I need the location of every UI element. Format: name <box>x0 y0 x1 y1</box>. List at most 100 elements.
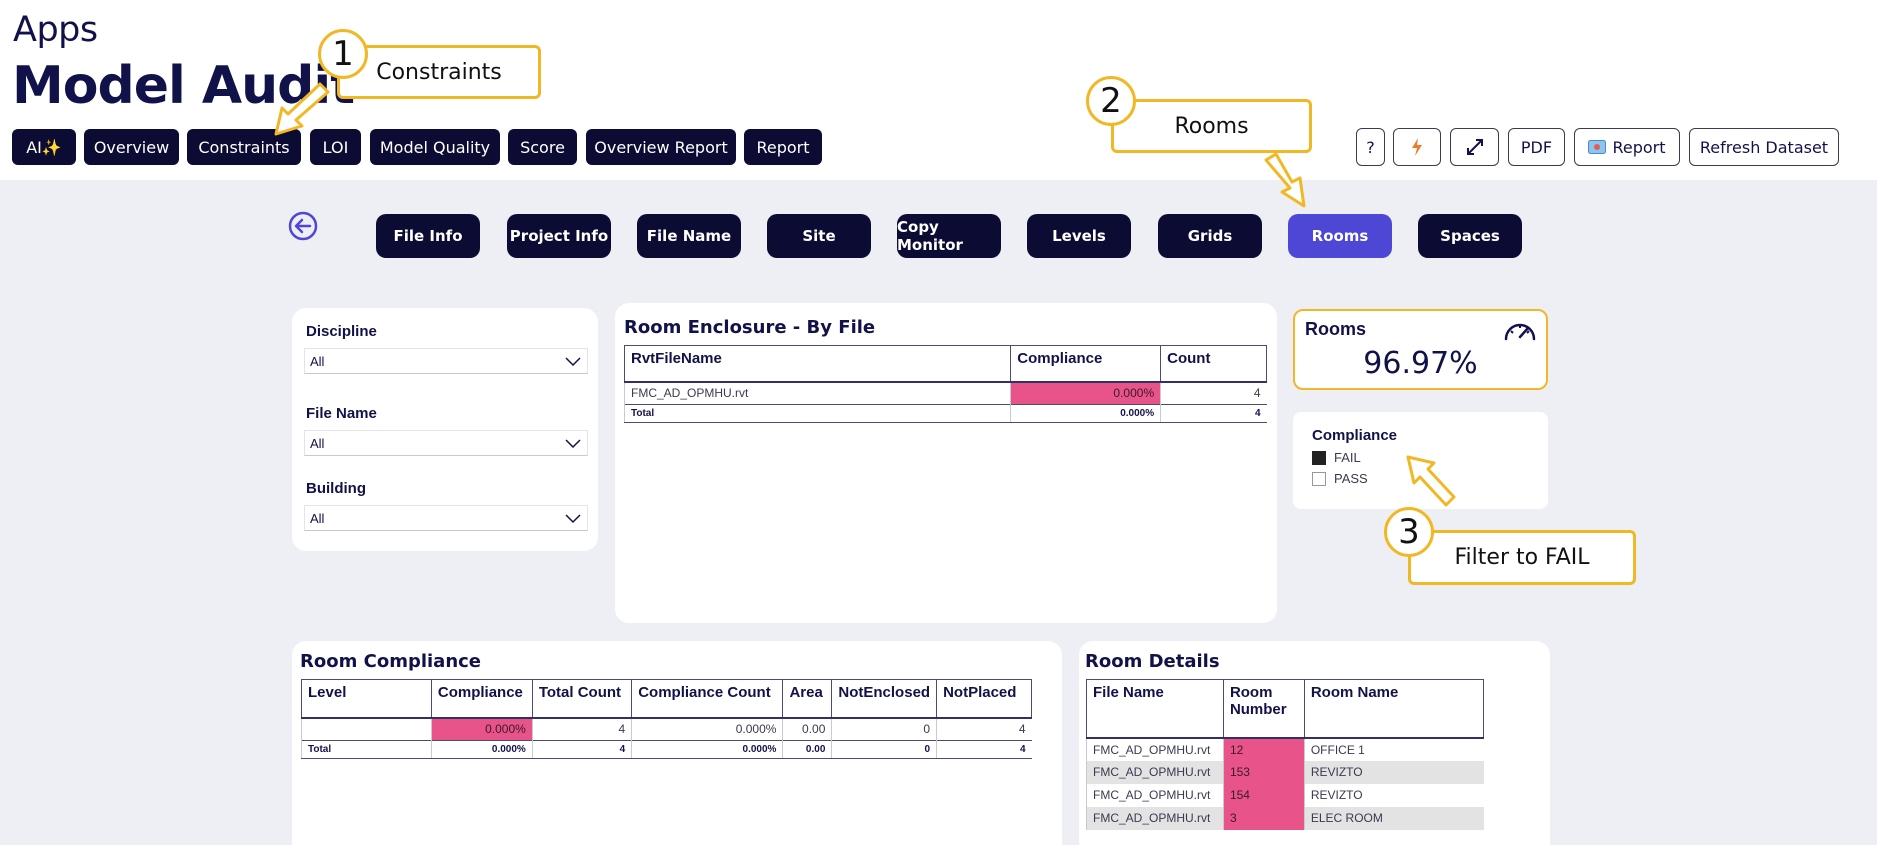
room-details-table: File Name Room Number Room Name FMC_AD_O… <box>1086 679 1485 830</box>
nav-model-quality-button[interactable]: Model Quality <box>370 129 500 165</box>
subnav-levels[interactable]: Levels <box>1027 214 1131 258</box>
report-tool-label: Report <box>1612 137 1666 157</box>
subnav-spaces[interactable]: Spaces <box>1418 214 1522 258</box>
refresh-dataset-button[interactable]: Refresh Dataset <box>1689 128 1839 166</box>
filters-card: Discipline All File Name All Building Al… <box>292 308 598 551</box>
table-row[interactable]: 0.000% 4 0.000% 0.00 0 4 <box>301 717 1032 741</box>
callout-3-number: 3 <box>1384 507 1434 557</box>
total-total-count: 4 <box>531 740 632 759</box>
total-row: Total 0.000% 4 <box>623 404 1267 423</box>
column-header[interactable]: Compliance Count <box>631 679 784 719</box>
column-header[interactable]: RvtFileName <box>623 345 1012 383</box>
callout-1-arrow-icon <box>274 82 330 136</box>
cell-compliance: 0.000% <box>430 717 533 741</box>
table-row[interactable]: FMC_AD_OPMHU.rvt 12 OFFICE 1 <box>1086 737 1484 761</box>
fail-checkbox[interactable] <box>1312 450 1326 465</box>
subnav-copy-monitor[interactable]: Copy Monitor <box>897 214 1001 258</box>
column-header[interactable]: Compliance <box>1010 345 1162 383</box>
file-name-dropdown[interactable]: All <box>304 430 588 456</box>
lightning-icon <box>1412 138 1422 156</box>
cell-level <box>301 717 432 741</box>
cell-not-enclosed: 0 <box>831 717 937 741</box>
callout-1-number: 1 <box>318 29 368 79</box>
cell-file: FMC_AD_OPMHU.rvt <box>1086 783 1224 807</box>
refresh-dataset-label: Refresh Dataset <box>1699 137 1829 157</box>
room-details-title: Room Details <box>1085 651 1220 672</box>
discipline-dropdown[interactable]: All <box>304 348 588 374</box>
building-value: All <box>310 511 325 526</box>
table-row[interactable]: FMC_AD_OPMHU.rvt 153 REVIZTO <box>1086 760 1484 784</box>
pass-filter-option[interactable]: PASS <box>1312 471 1368 486</box>
callout-2-arrow-icon <box>1264 152 1306 208</box>
column-header[interactable]: NotPlaced <box>936 679 1032 719</box>
total-label: Total <box>301 740 432 759</box>
cell-area: 0.00 <box>782 717 832 741</box>
column-header[interactable]: Total Count <box>531 679 633 719</box>
table-row[interactable]: FMC_AD_OPMHU.rvt 154 REVIZTO <box>1086 783 1484 807</box>
column-header[interactable]: Compliance <box>430 679 533 719</box>
expand-icon <box>1466 139 1483 155</box>
callout-3-text: Filter to FAIL <box>1454 545 1590 570</box>
cell-file: FMC_AD_OPMHU.rvt <box>1086 760 1224 784</box>
nav-report-button[interactable]: Report <box>744 129 822 165</box>
help-button[interactable]: ? <box>1356 128 1385 166</box>
subnav-project-info[interactable]: Project Info <box>507 214 611 258</box>
cell-total-count: 4 <box>531 717 632 741</box>
total-label: Total <box>623 404 1011 423</box>
room-enclosure-title: Room Enclosure - By File <box>624 317 876 338</box>
fail-label: FAIL <box>1334 450 1361 465</box>
total-compliance: 0.000% <box>430 740 533 759</box>
cell-room-number: 153 <box>1222 760 1305 784</box>
cell-room-name: ELEC ROOM <box>1303 806 1484 830</box>
kpi-title: Rooms <box>1305 319 1367 339</box>
column-header[interactable]: Level <box>301 679 432 719</box>
discipline-label: Discipline <box>306 323 377 340</box>
cell-room-number: 12 <box>1222 737 1305 761</box>
total-count: 4 <box>1160 404 1267 423</box>
quick-action-button[interactable] <box>1393 128 1441 166</box>
chevron-down-icon <box>565 514 581 524</box>
cell-room-name: REVIZTO <box>1303 783 1484 807</box>
nav-score-button[interactable]: Score <box>508 129 577 165</box>
subnav-file-info[interactable]: File Info <box>376 214 480 258</box>
subnav-grids[interactable]: Grids <box>1158 214 1262 258</box>
report-tool-button[interactable]: Report <box>1574 128 1680 166</box>
column-header[interactable]: Room Number <box>1222 679 1305 739</box>
table-row[interactable]: FMC_AD_OPMHU.rvt 3 ELEC ROOM <box>1086 806 1484 830</box>
nav-constraints-button[interactable]: Constraints <box>187 129 301 165</box>
fullscreen-button[interactable] <box>1450 128 1499 166</box>
column-header[interactable]: Room Name <box>1303 679 1485 739</box>
nav-overview-report-button[interactable]: Overview Report <box>586 129 736 165</box>
building-dropdown[interactable]: All <box>304 505 588 531</box>
column-header[interactable]: Count <box>1160 345 1267 383</box>
cell-room-name: OFFICE 1 <box>1303 737 1484 761</box>
nav-overview-button[interactable]: Overview <box>84 129 179 165</box>
nav-ai-button[interactable]: AI✨ <box>12 129 76 165</box>
building-label: Building <box>306 480 366 497</box>
compliance-filter-title: Compliance <box>1312 427 1398 444</box>
subnav-site[interactable]: Site <box>767 214 871 258</box>
column-header[interactable]: Area <box>782 679 833 719</box>
room-compliance-card: Room Compliance Level Compliance Total C… <box>292 641 1062 845</box>
column-header[interactable]: NotEnclosed <box>831 679 938 719</box>
back-arrow-icon[interactable] <box>288 211 318 241</box>
subnav-rooms[interactable]: Rooms <box>1288 214 1392 258</box>
total-not-enclosed: 0 <box>831 740 937 759</box>
cell-room-number: 154 <box>1222 783 1305 807</box>
total-row: Total 0.000% 4 0.000% 0.00 0 4 <box>301 740 1032 759</box>
column-header[interactable]: File Name <box>1086 679 1224 739</box>
total-compliance: 0.000% <box>1010 404 1161 423</box>
pdf-button[interactable]: PDF <box>1508 128 1565 166</box>
nav-loi-button[interactable]: LOI <box>310 129 361 165</box>
kpi-value: 96.97% <box>1363 346 1478 381</box>
fail-filter-option[interactable]: FAIL <box>1312 450 1361 465</box>
file-name-value: All <box>310 436 325 451</box>
chevron-down-icon <box>565 439 581 449</box>
apps-label: Apps <box>13 10 98 50</box>
cell-not-placed: 4 <box>936 717 1032 741</box>
pass-checkbox[interactable] <box>1312 471 1326 486</box>
subnav-file-name[interactable]: File Name <box>637 214 741 258</box>
cell-count: 4 <box>1160 381 1267 405</box>
cell-room-name: REVIZTO <box>1303 760 1484 784</box>
table-row[interactable]: FMC_AD_OPMHU.rvt 0.000% 4 <box>623 381 1267 405</box>
